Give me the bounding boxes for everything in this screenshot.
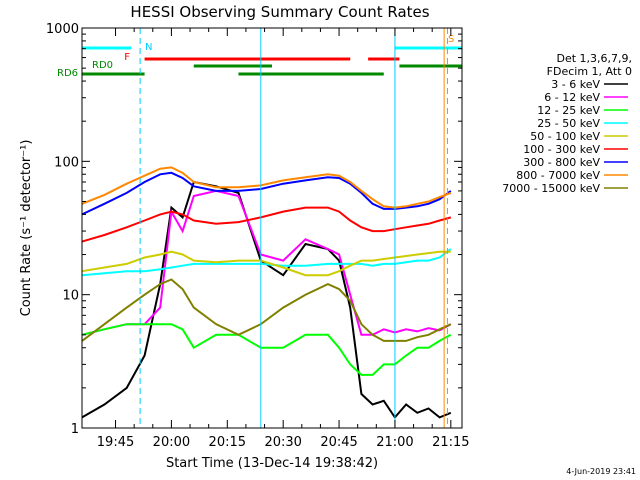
annotation-label: F (124, 52, 130, 63)
annotation-label: N (145, 42, 152, 53)
series-line-7 (81, 166, 452, 209)
series-line-3 (81, 248, 452, 277)
series-line-2 (81, 323, 452, 376)
x-tick-label: 20:15 (209, 435, 246, 450)
series-line-6 (81, 171, 452, 216)
series-line-4 (81, 250, 451, 277)
x-axis: 19:45 20:00 20:15 20:30 20:45 21:00 21:15 (97, 28, 470, 450)
annotation-label: S (448, 34, 454, 45)
legend-header: Det 1,3,6,7,9, (556, 52, 632, 65)
legend-label: 12 - 25 keV (537, 104, 600, 117)
x-tick-label: 19:45 (97, 435, 134, 450)
y-tick-label: 100 (54, 155, 79, 170)
series-line-1 (81, 189, 452, 336)
legend-label: 800 - 7000 keV (516, 169, 600, 182)
legend-label: 7000 - 15000 keV (502, 182, 600, 195)
x-tick-label: 21:15 (432, 435, 469, 450)
x-tick-label: 20:00 (153, 435, 190, 450)
series-line-5 (81, 206, 452, 243)
legend-label: 300 - 800 keV (523, 156, 600, 169)
flag-layer: N S F RD0 RD6 (57, 28, 462, 428)
x-tick-label: 20:30 (264, 435, 301, 450)
legend-label: 25 - 50 keV (537, 117, 600, 130)
legend: Det 1,3,6,7,9,FDecim 1, Att 03 - 6 keV6 … (502, 52, 632, 195)
series-layer (81, 166, 452, 420)
x-axis-label: Start Time (13-Dec-14 19:38:42) (166, 456, 378, 471)
y-axis: 1 10 100 1000 (46, 22, 462, 437)
y-tick-label: 1000 (46, 22, 79, 37)
legend-label: 6 - 12 keV (544, 91, 600, 104)
legend-header: FDecim 1, Att 0 (547, 65, 632, 78)
y-tick-label: 1 (71, 422, 79, 437)
series-line-8 (81, 278, 452, 342)
y-axis-label: Count Rate (s⁻¹ detector⁻¹) (19, 140, 34, 317)
legend-label: 3 - 6 keV (551, 78, 600, 91)
legend-label: 100 - 300 keV (523, 143, 600, 156)
plot-frame (81, 27, 463, 429)
annotation-label: RD0 (92, 60, 113, 71)
y-tick-label: 10 (62, 289, 79, 304)
legend-label: 50 - 100 keV (530, 130, 600, 143)
chart-title: HESSI Observing Summary Count Rates (130, 3, 429, 21)
annotation-label: RD6 (57, 68, 78, 79)
render-timestamp: 4-Jun-2019 23:41 (566, 467, 636, 476)
x-tick-label: 21:00 (376, 435, 413, 450)
x-tick-label: 20:45 (320, 435, 357, 450)
